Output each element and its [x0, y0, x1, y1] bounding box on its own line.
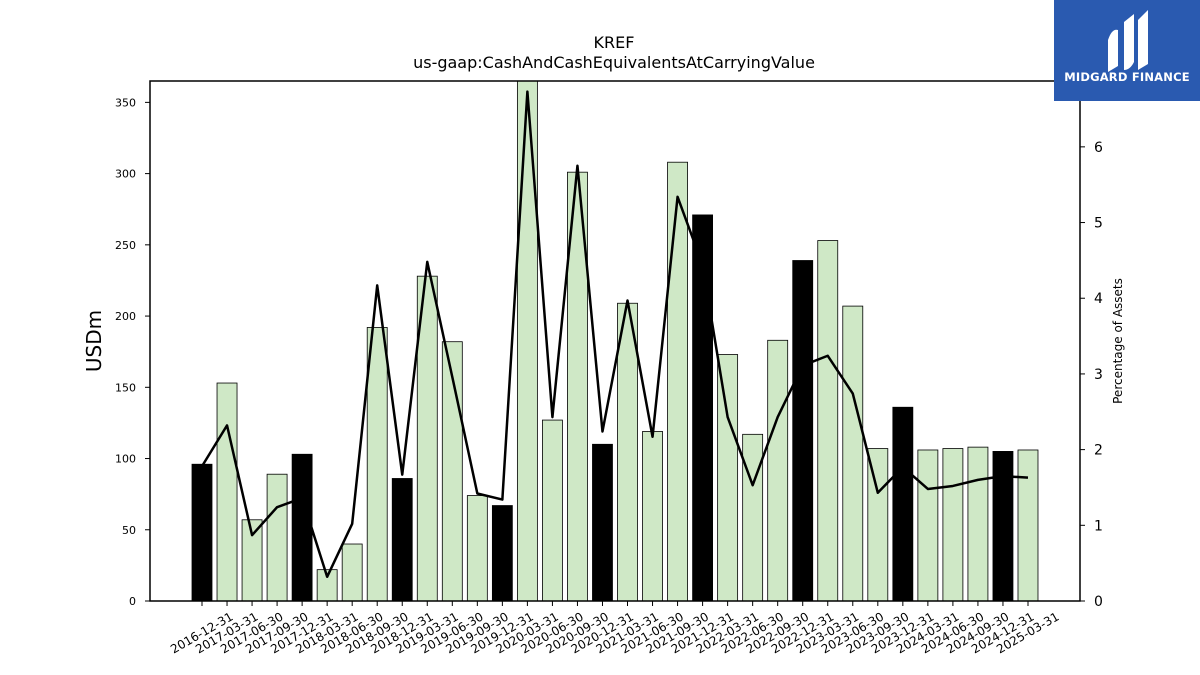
y2-tick-label: 6 — [1094, 140, 1103, 156]
bar — [842, 305, 864, 602]
y-axis-label: USDm — [82, 310, 106, 372]
y2-tick-label: 3 — [1094, 367, 1103, 383]
bar — [992, 451, 1014, 602]
y2-tick-label: 1 — [1094, 518, 1103, 534]
bar — [191, 463, 213, 602]
bar — [491, 505, 513, 602]
y-tick-label: 350 — [115, 96, 136, 109]
y2-tick-label: 4 — [1094, 291, 1103, 307]
brand-name: MIDGARD FINANCE — [1064, 70, 1190, 84]
midgard-logo-icon — [1108, 10, 1148, 72]
y2-tick-label: 0 — [1094, 594, 1103, 610]
y-tick-label: 300 — [115, 168, 136, 181]
y-tick-label: 0 — [129, 595, 136, 608]
bar — [817, 240, 839, 602]
bar — [516, 80, 538, 602]
bar — [291, 453, 313, 602]
bar — [642, 431, 663, 602]
chart-subtitle: us-gaap:CashAndCashEquivalentsAtCarrying… — [413, 53, 815, 72]
bar — [391, 478, 413, 602]
y-tick-label: 50 — [122, 524, 136, 537]
bar — [792, 260, 814, 602]
bar — [767, 339, 789, 602]
bar — [266, 473, 288, 602]
bar — [892, 406, 914, 602]
y2-tick-label: 5 — [1094, 216, 1103, 232]
bar — [366, 327, 388, 602]
bar — [1017, 449, 1039, 602]
bar — [592, 443, 613, 602]
y-tick-label: 250 — [115, 239, 136, 252]
y-tick-label: 100 — [115, 453, 136, 466]
bar — [867, 448, 889, 602]
plot-frame — [149, 80, 1081, 602]
bar — [742, 433, 764, 602]
y2-tick-label: 2 — [1094, 443, 1103, 459]
bar — [717, 354, 739, 602]
bar — [542, 419, 563, 602]
bar — [692, 214, 713, 602]
bar — [617, 302, 638, 602]
bar — [917, 449, 939, 602]
bar — [216, 382, 238, 602]
y-tick-label: 200 — [115, 310, 136, 323]
bar — [341, 543, 363, 602]
y-tick-label: 150 — [115, 381, 136, 394]
y2-axis-label: Percentage of Assets — [1111, 278, 1125, 404]
brand-logo: MIDGARD FINANCE — [1054, 0, 1200, 101]
bar — [466, 495, 488, 602]
percentage-line — [200, 90, 1029, 579]
bar — [967, 446, 989, 602]
bar — [942, 448, 964, 602]
bar — [667, 161, 688, 602]
chart-title: KREF — [594, 33, 635, 52]
